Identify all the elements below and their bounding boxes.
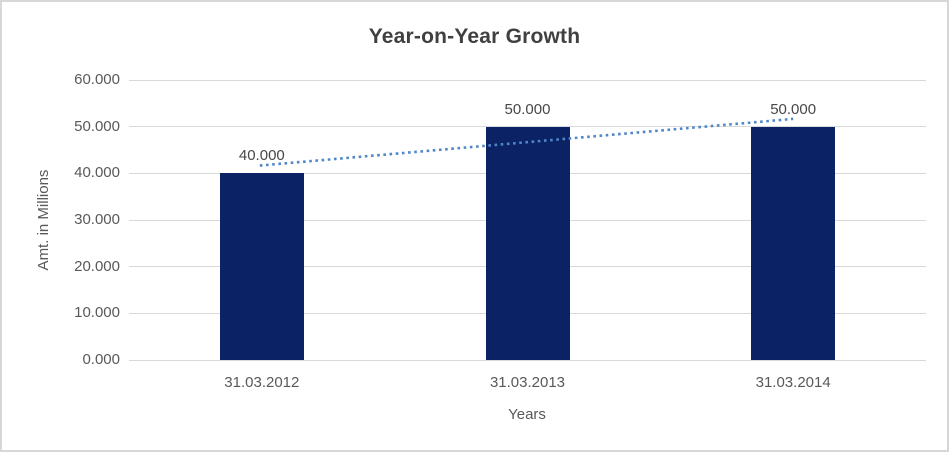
bar-data-label: 50.000 xyxy=(770,100,817,118)
y-axis-tick-label: 10.000 xyxy=(74,304,120,322)
x-axis-tick-label: 31.03.2014 xyxy=(755,374,831,391)
y-axis-tick-label: 0.000 xyxy=(82,351,120,368)
x-axis-tick-label: 31.03.2013 xyxy=(489,374,566,391)
y-axis-tick-label: 30.000 xyxy=(74,211,120,228)
chart-title: Year-on-Year Growth xyxy=(368,25,581,48)
gridline xyxy=(129,359,926,361)
x-axis-tick-label: 31.03.2012 xyxy=(224,374,300,391)
y-axis-tick-label: 20.000 xyxy=(74,257,120,275)
y-axis-tick-label: 50.000 xyxy=(74,117,120,135)
x-axis-title: Years xyxy=(508,406,546,423)
bar-31.03.2012 xyxy=(219,173,304,360)
bar-data-label: 50.000 xyxy=(504,100,551,118)
gridline xyxy=(129,79,926,81)
bar-31.03.2014 xyxy=(751,126,836,360)
y-axis-tick-label: 60.000 xyxy=(74,71,120,88)
bar-data-label: 40.000 xyxy=(238,147,285,165)
bar-31.03.2013 xyxy=(485,126,570,360)
y-axis-tick-label: 40.000 xyxy=(74,164,120,182)
